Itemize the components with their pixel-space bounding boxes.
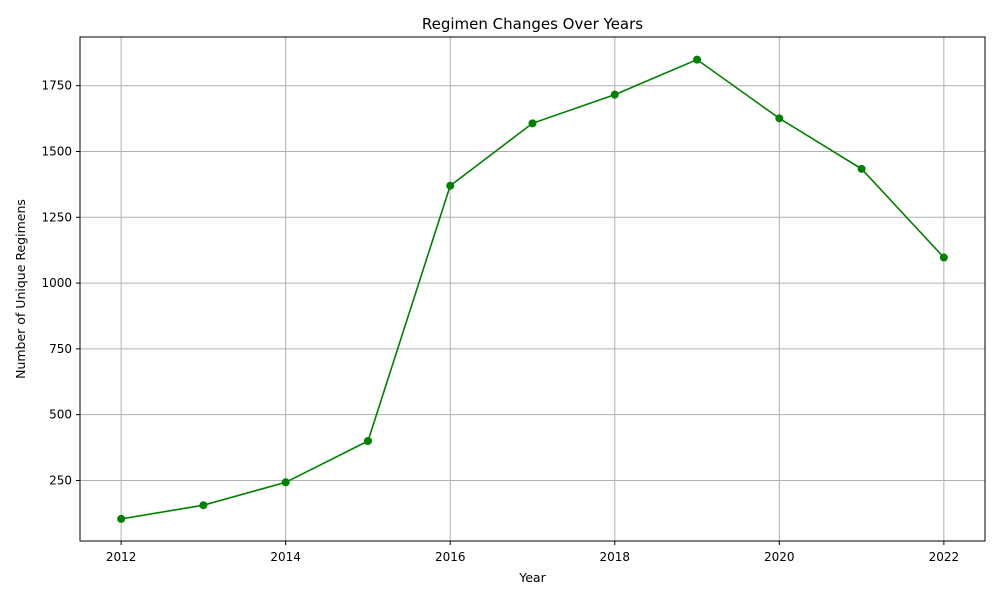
data-point — [939, 253, 948, 262]
x-tick-label: 2020 — [764, 550, 795, 564]
plot-frame — [79, 36, 986, 542]
data-point — [446, 181, 455, 190]
data-point — [528, 119, 537, 128]
x-axis-label: Year — [518, 570, 546, 585]
x-tick-label: 2016 — [435, 550, 466, 564]
y-tick-label: 250 — [49, 473, 72, 487]
ticks: 2012 2014 2016 2018 2020 2022 250 500 750 1000 125… — [41, 79, 959, 564]
data-point — [693, 55, 702, 64]
x-tick-label: 2022 — [929, 550, 960, 564]
x-tick-label: 2018 — [599, 550, 630, 564]
chart-title: Regimen Changes Over Years — [422, 15, 643, 33]
y-tick-label: 1250 — [41, 210, 72, 224]
y-axis-label: Number of Unique Regimens — [13, 199, 28, 379]
series-layer — [117, 55, 948, 523]
y-tick-label: 750 — [49, 342, 72, 356]
data-point — [363, 436, 372, 445]
data-point — [117, 514, 126, 523]
data-point — [281, 478, 290, 487]
x-tick-label: 2014 — [270, 550, 301, 564]
y-tick-label: 1750 — [41, 79, 72, 93]
data-point — [199, 501, 208, 510]
y-tick-label: 1500 — [41, 144, 72, 158]
y-tick-label: 500 — [49, 408, 72, 422]
y-tick-label: 1000 — [41, 276, 72, 290]
grid — [80, 37, 985, 541]
x-tick-label: 2012 — [106, 550, 137, 564]
series-line — [120, 58, 945, 520]
data-point — [775, 114, 784, 123]
data-point — [857, 164, 866, 173]
data-point — [610, 90, 619, 99]
